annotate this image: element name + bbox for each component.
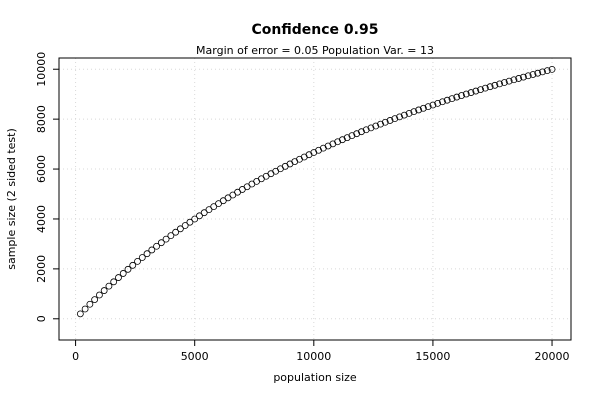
x-tick-label: 10000 [296, 350, 331, 363]
point [181, 222, 189, 229]
point [177, 225, 184, 233]
point [467, 89, 475, 96]
x-tick-label: 5000 [181, 350, 209, 363]
point [210, 203, 218, 211]
point [205, 206, 213, 214]
point [400, 111, 408, 119]
point [348, 132, 356, 140]
y-tick-label: 2000 [35, 255, 48, 283]
point [162, 235, 170, 243]
point [334, 138, 342, 146]
point [510, 76, 518, 84]
y-tick-label: 6000 [35, 155, 48, 183]
point [477, 86, 484, 93]
point [96, 291, 103, 299]
plot-frame [58, 57, 572, 341]
point [367, 124, 375, 132]
point [110, 278, 118, 286]
point [396, 113, 403, 121]
point [386, 117, 394, 124]
point [410, 108, 418, 116]
point [372, 122, 380, 130]
point [76, 310, 84, 318]
point [486, 83, 494, 91]
point [86, 300, 94, 308]
point [496, 80, 504, 88]
point [157, 239, 165, 247]
point [343, 134, 351, 142]
x-tick-label: 20000 [535, 350, 570, 363]
point [539, 68, 546, 76]
point [534, 69, 542, 77]
point [362, 126, 370, 134]
point [124, 265, 132, 273]
x-tick-label: 15000 [415, 350, 450, 363]
point [358, 128, 365, 136]
point [186, 218, 194, 226]
point [543, 67, 551, 75]
point [81, 305, 89, 313]
point [134, 257, 141, 265]
point [505, 77, 513, 85]
point [115, 274, 122, 281]
point [172, 228, 180, 236]
point [439, 98, 446, 106]
point [215, 200, 222, 208]
point [434, 99, 442, 107]
x-axis-label: population size [273, 371, 357, 384]
point [458, 92, 465, 99]
chart-subtitle: Margin of error = 0.05 Population Var. =… [196, 44, 434, 57]
point [143, 250, 151, 258]
point [529, 71, 537, 78]
point [548, 65, 556, 73]
y-tick-label: 10000 [35, 52, 48, 87]
point [391, 115, 399, 123]
point [491, 81, 499, 89]
point [338, 136, 346, 144]
point [515, 75, 523, 82]
point [524, 72, 532, 80]
point [119, 270, 127, 277]
point [100, 287, 108, 294]
point [153, 242, 160, 250]
chart-title: Confidence 0.95 [252, 22, 379, 38]
point [191, 215, 199, 223]
point [200, 209, 208, 217]
y-tick-label: 0 [35, 315, 48, 322]
point [381, 118, 389, 126]
point [329, 140, 337, 148]
point [462, 90, 470, 98]
point [520, 73, 527, 81]
y-tick-label: 8000 [35, 105, 48, 133]
point [148, 246, 156, 254]
point [377, 120, 384, 128]
point [472, 87, 480, 95]
point [138, 254, 146, 261]
point [429, 101, 437, 109]
point [405, 109, 413, 117]
point [353, 130, 361, 138]
point [443, 96, 451, 104]
point [453, 93, 461, 101]
point [448, 95, 456, 103]
point [167, 232, 175, 240]
y-axis-label: sample size (2 sided test) [5, 128, 18, 270]
point [419, 104, 427, 112]
point [424, 103, 432, 111]
point [91, 296, 99, 303]
point [105, 282, 113, 290]
x-tick-label: 0 [72, 350, 79, 363]
point [129, 261, 137, 269]
point [500, 79, 508, 86]
y-tick-label: 4000 [35, 205, 48, 233]
point [481, 84, 489, 92]
point [196, 212, 203, 220]
point [415, 106, 423, 114]
